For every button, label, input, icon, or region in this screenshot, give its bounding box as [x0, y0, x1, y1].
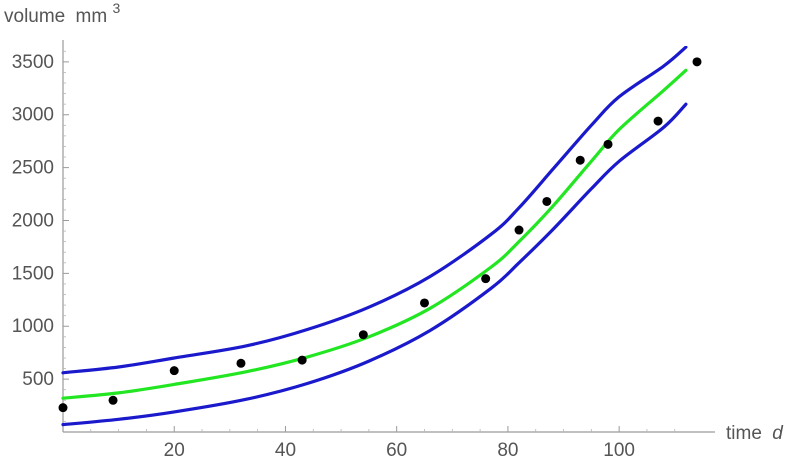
- y-axis-label-unit: mm: [76, 6, 108, 27]
- data-point: [236, 358, 246, 368]
- data-point: [575, 155, 585, 165]
- data-point: [419, 298, 429, 308]
- data-point: [58, 403, 68, 413]
- x-tick-label: 100: [603, 440, 635, 459]
- data-point: [297, 355, 307, 365]
- data-point: [653, 116, 663, 126]
- y-axis-label: volume mm 3: [4, 0, 120, 27]
- labels: volume mm 3 time d: [4, 0, 784, 444]
- y-tick-label: 2500: [12, 158, 54, 179]
- y-axis-label-text: volume: [4, 6, 65, 27]
- series-line-upper: [61, 46, 688, 375]
- data-point: [169, 366, 179, 376]
- data-point: [514, 225, 524, 235]
- x-tick-label: 60: [386, 440, 407, 459]
- data-point: [358, 330, 368, 340]
- x-tick-label: 20: [164, 440, 185, 459]
- series-line-fit: [61, 68, 688, 400]
- scatter-points: [58, 57, 702, 413]
- x-axis-label: time d: [726, 423, 784, 444]
- y-tick-label: 1500: [12, 263, 54, 284]
- x-axis-label-var: d: [772, 423, 784, 444]
- y-tick-label: 1000: [12, 316, 54, 337]
- y-tick-label: 2000: [12, 210, 54, 231]
- data-point: [108, 395, 118, 405]
- x-tick-label: 40: [275, 440, 296, 459]
- axes: 500 1000 1500 2000 2500 3000 3500 20 40 60 80 100: [12, 40, 715, 459]
- series-layer: [58, 46, 702, 427]
- y-tick-label: 3500: [12, 52, 54, 73]
- data-point: [692, 57, 702, 67]
- series-lines: [61, 46, 688, 427]
- x-tick-label: 80: [497, 440, 518, 459]
- y-tick-label: 3000: [12, 105, 54, 126]
- y-tick-label: 500: [22, 369, 54, 390]
- y-axis-label-unit-power: 3: [112, 0, 120, 16]
- x-axis-label-text: time: [726, 423, 762, 444]
- data-point: [603, 139, 613, 149]
- data-point: [542, 196, 552, 206]
- series-line-lower: [61, 102, 688, 427]
- data-point: [481, 274, 491, 284]
